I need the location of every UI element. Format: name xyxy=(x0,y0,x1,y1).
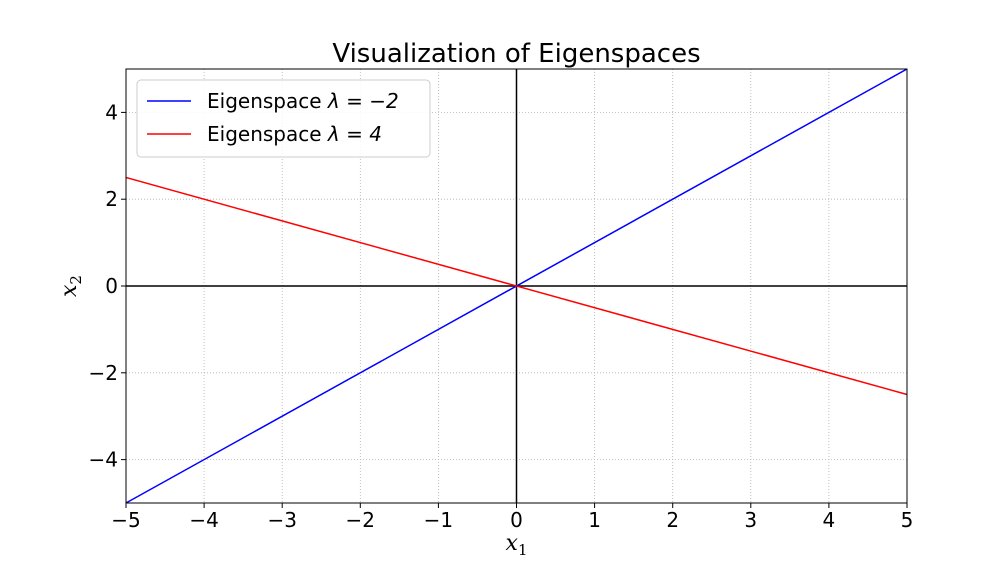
x-tick-label-10: 5 xyxy=(901,508,914,532)
x-ticks: −5 −4 −3 −2 −1 0 1 2 3 4 5 xyxy=(111,503,913,532)
y-ticks: −4 −2 0 2 4 xyxy=(89,100,126,472)
legend: Eigenspace λ = −2 Eigenspace λ = 4 xyxy=(136,79,431,158)
x-tick-label-3: −2 xyxy=(346,508,375,532)
y-tick-label-4: 4 xyxy=(105,100,118,124)
legend-box xyxy=(136,79,431,158)
x-tick-label-9: 4 xyxy=(823,508,836,532)
x-tick-label-4: −1 xyxy=(424,508,453,532)
legend-label-lambda-4-prefix: Eigenspace xyxy=(207,122,328,146)
y-axis-label-base: x xyxy=(57,284,82,297)
chart-title: Visualization of Eigenspaces xyxy=(332,39,700,69)
x-tick-label-8: 3 xyxy=(744,508,757,532)
legend-label-lambda-neg2-math: λ = −2 xyxy=(327,89,399,113)
y-axis-label-sub: 2 xyxy=(67,275,85,285)
legend-label-lambda-neg2-prefix: Eigenspace xyxy=(207,89,328,113)
x-tick-label-0: −5 xyxy=(111,508,140,532)
y-tick-label-1: −2 xyxy=(89,361,118,385)
legend-label-lambda-neg2: Eigenspace λ = −2 xyxy=(207,89,399,113)
x-tick-label-6: 1 xyxy=(588,508,601,532)
y-axis-label: x2 xyxy=(57,275,85,297)
y-tick-label-0: −4 xyxy=(89,448,118,472)
x-tick-label-5: 0 xyxy=(510,508,523,532)
legend-label-lambda-4-math: λ = 4 xyxy=(327,122,382,146)
x-tick-label-2: −3 xyxy=(267,508,296,532)
x-tick-label-1: −4 xyxy=(189,508,218,532)
y-tick-label-2: 0 xyxy=(105,274,118,298)
y-tick-label-3: 2 xyxy=(105,187,118,211)
x-tick-label-7: 2 xyxy=(666,508,679,532)
series-lines xyxy=(125,68,908,504)
x-axis-label-base: x xyxy=(506,531,519,556)
legend-label-lambda-4: Eigenspace λ = 4 xyxy=(207,122,382,146)
x-axis-label: x1 xyxy=(506,531,528,559)
x-axis-label-sub: 1 xyxy=(518,541,528,559)
series-line-1 xyxy=(125,176,908,396)
